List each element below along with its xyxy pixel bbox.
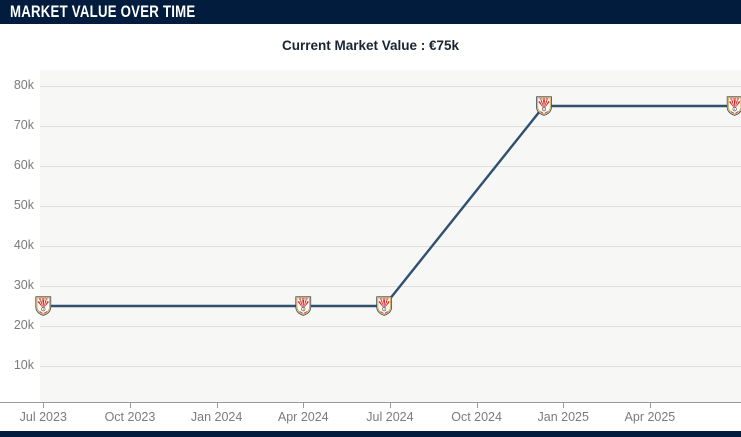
- x-axis-tick: [303, 403, 305, 408]
- y-axis-label: 30k: [13, 278, 34, 292]
- grid-line: [40, 126, 741, 127]
- x-axis-tick: [389, 403, 391, 408]
- x-axis-tick: [649, 403, 651, 408]
- x-axis-label: Apr 2024: [277, 410, 329, 424]
- current-market-value-label: Current Market Value : €75k: [281, 38, 460, 53]
- x-axis-label: Jan 2024: [190, 410, 243, 424]
- grid-line: [40, 366, 741, 367]
- x-axis-label: Jul 2023: [19, 410, 67, 424]
- market-value-point-crest-icon[interactable]: [376, 296, 393, 316]
- plot-background: [40, 70, 741, 402]
- market-value-point-crest-icon[interactable]: [536, 96, 552, 116]
- y-axis-label: 40k: [13, 238, 34, 252]
- x-axis-tick: [216, 403, 218, 408]
- market-value-point-crest-icon[interactable]: [726, 96, 741, 116]
- x-axis-label: Jul 2024: [366, 410, 414, 424]
- y-axis-label: 20k: [13, 318, 34, 332]
- x-axis-label: Apr 2025: [624, 410, 676, 424]
- grid-line: [40, 326, 741, 327]
- x-axis-tick: [476, 403, 478, 408]
- grid-line: [40, 246, 741, 247]
- grid-line: [40, 86, 741, 87]
- market-value-point-crest-icon[interactable]: [35, 296, 52, 316]
- grid-line: [40, 286, 741, 287]
- y-axis-label: 60k: [13, 158, 34, 172]
- y-axis-label: 10k: [13, 358, 34, 372]
- x-axis-tick: [563, 403, 565, 408]
- grid-line: [40, 166, 741, 167]
- y-axis-label: 70k: [13, 118, 34, 132]
- grid-line: [40, 206, 741, 207]
- market-value-point-crest-icon[interactable]: [295, 296, 312, 316]
- section-header: MARKET VALUE OVER TIME: [0, 0, 741, 24]
- x-axis-label: Oct 2024: [451, 410, 502, 424]
- section-title: MARKET VALUE OVER TIME: [10, 2, 196, 21]
- x-axis-label: Jan 2025: [537, 410, 589, 424]
- bottom-section-bar: [0, 431, 741, 437]
- x-axis-tick: [129, 403, 131, 408]
- y-axis-label: 50k: [13, 198, 34, 212]
- x-axis-tick: [43, 403, 45, 408]
- y-axis-label: 80k: [13, 78, 34, 92]
- x-axis-label: Oct 2023: [104, 410, 156, 424]
- market-value-line: [43, 104, 735, 308]
- x-axis-line: [0, 402, 741, 403]
